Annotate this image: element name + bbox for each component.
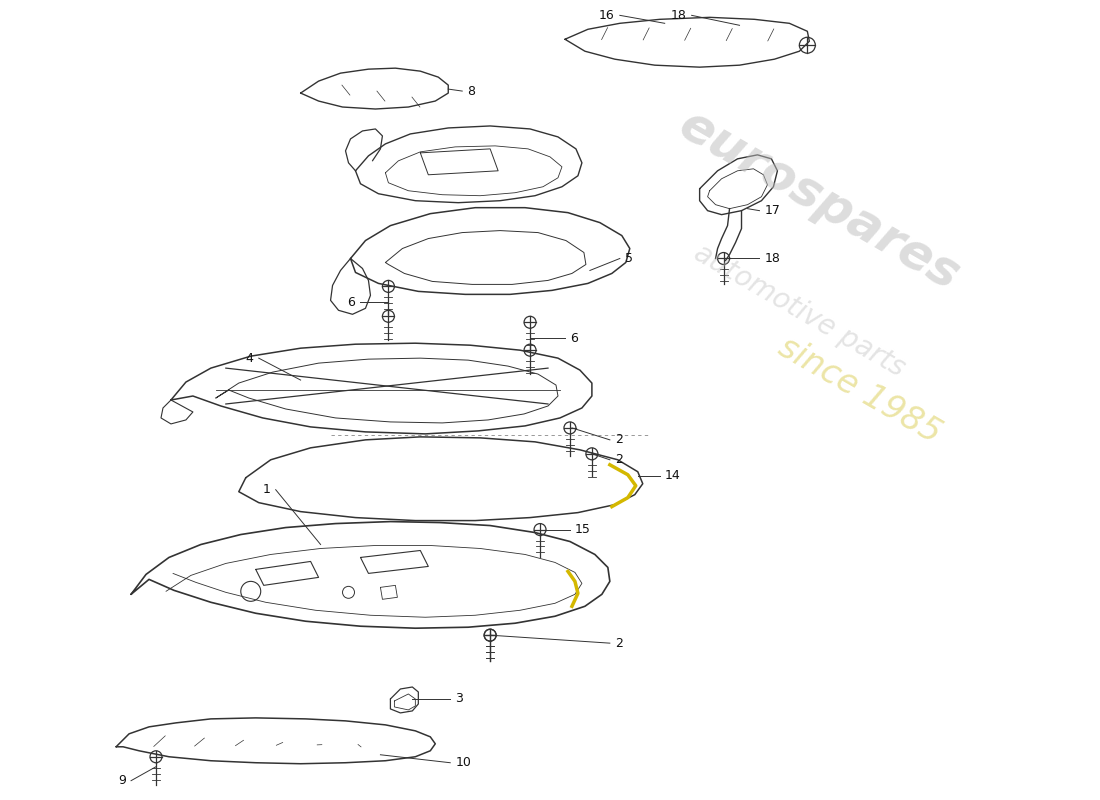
Text: 2: 2 [615, 637, 623, 650]
Text: 2: 2 [615, 434, 623, 446]
Text: 5: 5 [625, 252, 632, 265]
Text: 9: 9 [118, 774, 127, 787]
Text: 17: 17 [764, 204, 780, 217]
Text: 6: 6 [570, 332, 578, 345]
Text: 16: 16 [600, 9, 615, 22]
Text: eurospares: eurospares [671, 101, 968, 301]
Text: 3: 3 [455, 693, 463, 706]
Text: automotive parts: automotive parts [689, 238, 910, 382]
Text: 14: 14 [664, 470, 681, 482]
Text: 2: 2 [615, 454, 623, 466]
Text: 1: 1 [263, 483, 271, 496]
Text: 8: 8 [468, 85, 475, 98]
Text: 18: 18 [671, 9, 686, 22]
Text: 10: 10 [455, 756, 471, 770]
Text: 18: 18 [764, 252, 780, 265]
Text: 6: 6 [348, 296, 355, 309]
Text: since 1985: since 1985 [772, 330, 946, 450]
Text: 4: 4 [246, 352, 254, 365]
Text: 15: 15 [575, 523, 591, 536]
